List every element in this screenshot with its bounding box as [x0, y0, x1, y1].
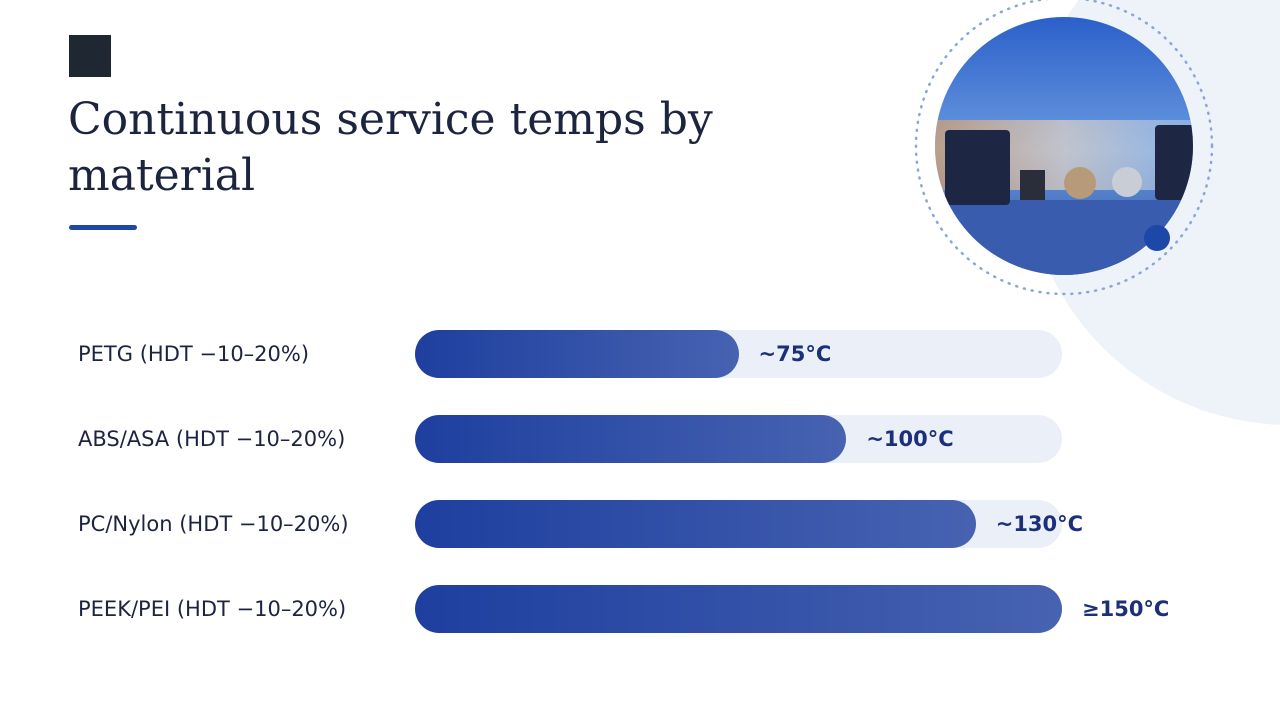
bar: [415, 330, 739, 378]
dotted-ring: [914, 0, 1214, 296]
bar: [415, 500, 976, 548]
value-label: ~75°C: [758, 342, 832, 366]
value-label: ≥150°C: [1082, 597, 1170, 621]
logo: [69, 35, 111, 77]
bar: [415, 585, 1062, 633]
category-label: PEEK/PEI (HDT −10–20%): [78, 597, 347, 621]
category-label: PC/Nylon (HDT −10–20%): [78, 512, 349, 536]
value-label: ~130°C: [995, 512, 1084, 536]
chart-title: Continuous service temps by material: [68, 94, 713, 201]
category-label: PETG (HDT −10–20%): [78, 342, 310, 366]
category-label: ABS/ASA (HDT −10–20%): [78, 427, 346, 451]
bar: [415, 415, 847, 463]
title-underline: [69, 225, 137, 230]
value-label: ~100°C: [866, 427, 954, 451]
accent-dot: [1144, 225, 1170, 251]
